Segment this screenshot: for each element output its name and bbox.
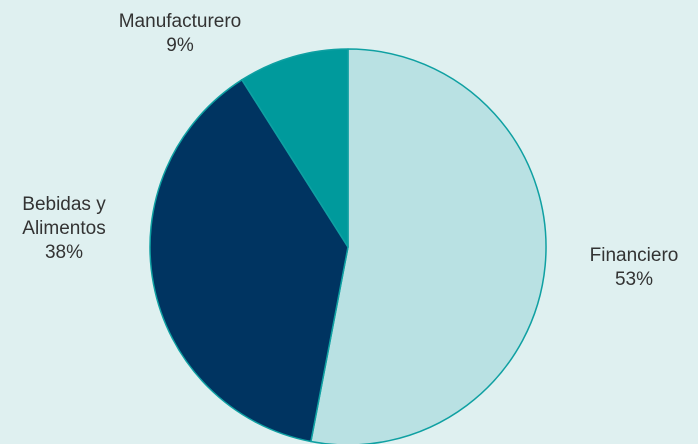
slice-label-financiero-line-1: Financiero [589, 245, 679, 266]
slice-value-manufacturero: 9% [166, 35, 194, 56]
slice-label-bebidas-line-2: Alimentos [22, 218, 106, 239]
pie-slice-manufacturero [241, 48, 349, 248]
slice-label-bebidas-y-alimentos: Bebidas y Alimentos 38% [4, 193, 124, 265]
slice-label-manufacturero: Manufacturero 9% [90, 10, 270, 58]
slice-label-financiero: Financiero 53% [574, 244, 694, 292]
slice-label-bebidas-line-1: Bebidas y [22, 194, 106, 215]
pie-slice-financiero [310, 48, 547, 444]
slice-value-financiero: 53% [614, 269, 654, 290]
slice-value-bebidas-y-alimentos: 38% [44, 242, 84, 263]
slice-label-manufacturero-line-1: Manufacturero [118, 11, 242, 32]
